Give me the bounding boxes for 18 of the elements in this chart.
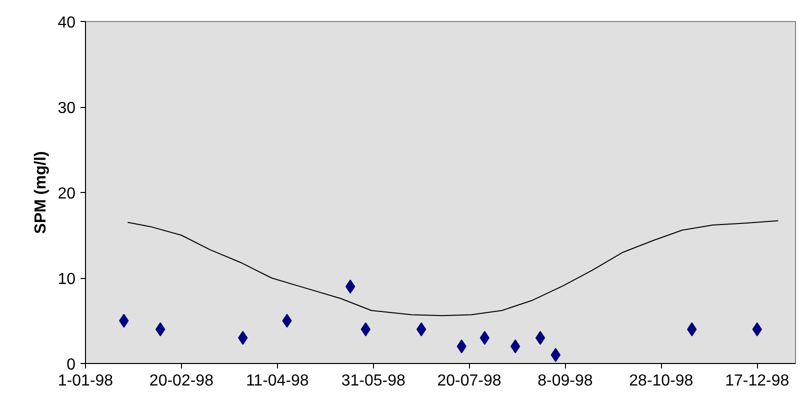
x-tick-label: 11-04-98	[246, 372, 309, 390]
y-tick-label: 10	[58, 271, 76, 288]
y-tick-label: 20	[58, 186, 76, 202]
x-tick-label: 31-05-98	[341, 372, 406, 390]
point	[416, 322, 426, 336]
x-tick-label: 17-12-98	[725, 372, 790, 390]
y-axis-title: SPM (mg/l)	[32, 151, 50, 234]
y-tick-label: 30	[58, 100, 76, 117]
x-tick-label: 8-09-98	[538, 372, 593, 390]
x-tick-label: 20-02-98	[149, 372, 214, 390]
point	[535, 330, 546, 345]
x-tick-label: 28-10-98	[629, 372, 694, 390]
y-tick-label: 0	[66, 356, 76, 374]
x-tick-label: 1-01-98	[58, 372, 114, 390]
x-tick-label: 20-07-98	[437, 372, 502, 390]
line-series	[127, 220, 779, 316]
y-tick-label: 40	[58, 14, 76, 32]
point	[345, 280, 356, 294]
